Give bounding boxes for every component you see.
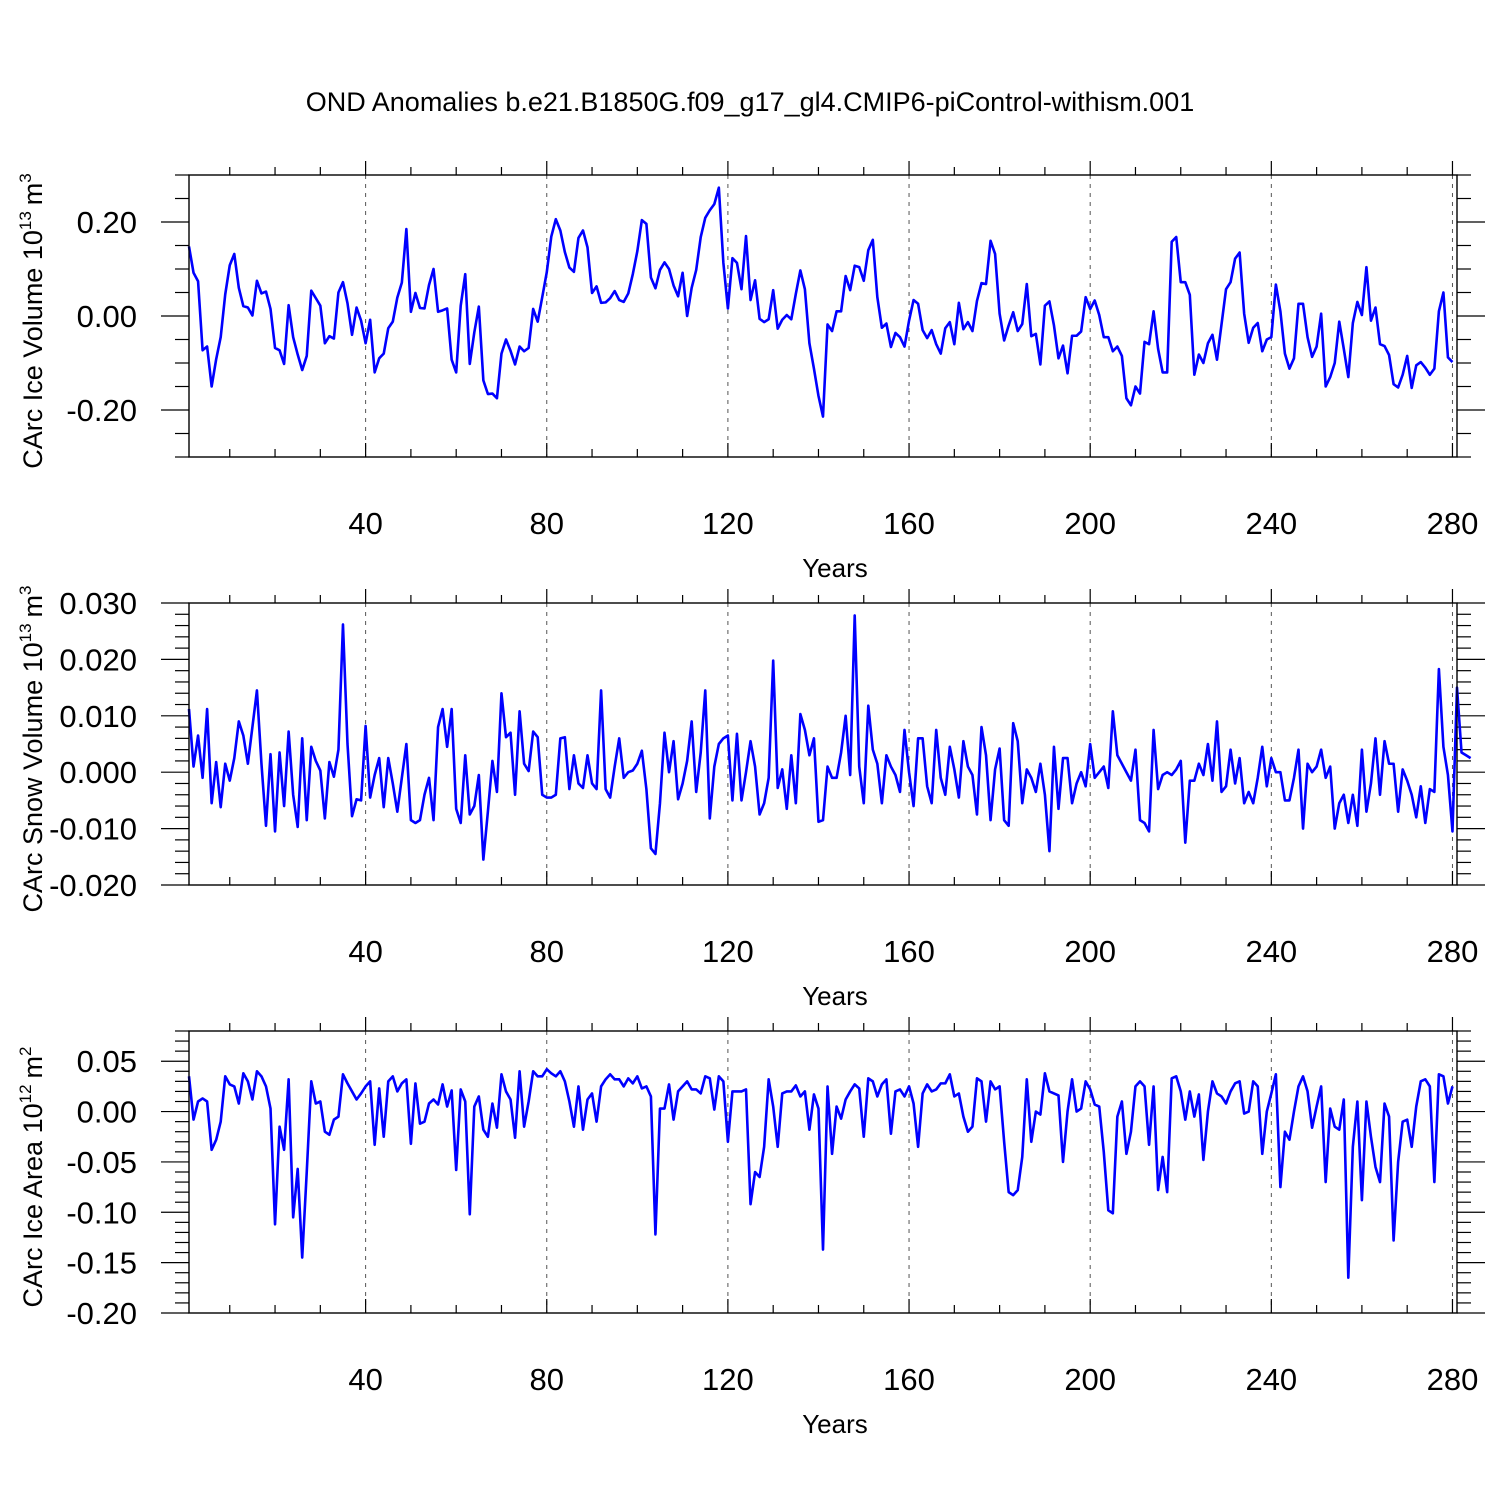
y-tick-label: 0.00 [77,299,137,334]
x-tick-label: 240 [1245,506,1297,541]
y-tick-label: 0.00 [77,1095,137,1130]
y-tick-label: -0.20 [66,1296,137,1331]
x-tick-label: 80 [530,506,564,541]
x-axis-title: Years [802,1409,868,1439]
x-tick-label: 280 [1427,506,1479,541]
x-tick-label: 40 [348,1362,382,1397]
plot-frame [188,602,1458,886]
chart-title: OND Anomalies b.e21.B1850G.f09_g17_gl4.C… [306,87,1194,117]
x-tick-label: 40 [348,506,382,541]
x-tick-label: 80 [530,1362,564,1397]
x-tick-label: 80 [530,934,564,969]
series-line [187,186,1454,418]
y-axis-title-unit-exponent: 3 [16,173,35,182]
y-axis-title-main: CArc Ice Area 10 [18,1103,48,1307]
panel-1: -0.20 0.00 0.20 40 80 120 160 200 240 280 Years CAr… [16,161,1485,583]
y-tick-label: 0.030 [59,586,137,621]
y-axis-title-exponent: 13 [16,623,35,642]
y-axis-title: CArc Snow Volume 1013 m3 [16,585,48,912]
x-tick-label: 120 [702,506,754,541]
x-axis-title: Years [802,553,868,583]
x-tick-label: 280 [1427,934,1479,969]
x-tick-label: 280 [1427,1362,1479,1397]
y-axis-title-unit: m [18,595,48,618]
y-tick-label: -0.20 [66,393,137,428]
plot-frame [188,174,1458,458]
y-axis-title: CArc Ice Area 1012 m2 [16,1047,48,1308]
series-line [187,614,1472,861]
series-line [187,1067,1454,1280]
x-tick-label: 240 [1245,1362,1297,1397]
y-axis-title-unit: m [18,183,48,206]
y-tick-label: 0.020 [59,642,137,677]
y-axis-title-exponent: 12 [16,1084,35,1103]
x-tick-label: 160 [883,506,935,541]
y-tick-label: 0.20 [77,205,137,240]
x-tick-label: 160 [883,1362,935,1397]
y-axis-title-main: CArc Snow Volume 10 [18,642,48,912]
x-tick-label: 120 [702,1362,754,1397]
panel-2: -0.020 -0.010 0.000 0.010 0.020 0.030 40 80 120 1… [16,585,1485,1011]
y-tick-label: 0.010 [59,699,137,734]
y-axis-title-unit: m [18,1056,48,1079]
y-tick-label: -0.10 [66,1195,137,1230]
y-axis-title-unit-exponent: 3 [16,585,35,594]
x-tick-label: 160 [883,934,935,969]
y-tick-label: 0.05 [77,1044,137,1079]
plot-frame [188,1030,1458,1314]
x-tick-label: 240 [1245,934,1297,969]
y-tick-label: -0.15 [66,1246,137,1281]
x-tick-label: 120 [702,934,754,969]
y-tick-label: -0.010 [49,812,137,847]
y-axis-title-unit-exponent: 2 [16,1047,35,1056]
y-tick-label: 0.000 [59,755,137,790]
x-tick-label: 40 [348,934,382,969]
panel-3: -0.20 -0.15 -0.10 -0.05 0.00 0.05 40 80 120 160 20… [16,1017,1485,1439]
x-tick-label: 200 [1064,934,1116,969]
y-axis-title-exponent: 13 [16,211,35,230]
y-axis-title: CArc Ice Volume 1013 m3 [16,173,48,469]
x-tick-label: 200 [1064,506,1116,541]
x-axis-title: Years [802,981,868,1011]
x-tick-label: 200 [1064,1362,1116,1397]
y-tick-label: -0.05 [66,1145,137,1180]
y-tick-label: -0.020 [49,868,137,903]
y-axis-title-main: CArc Ice Volume 10 [18,230,48,469]
